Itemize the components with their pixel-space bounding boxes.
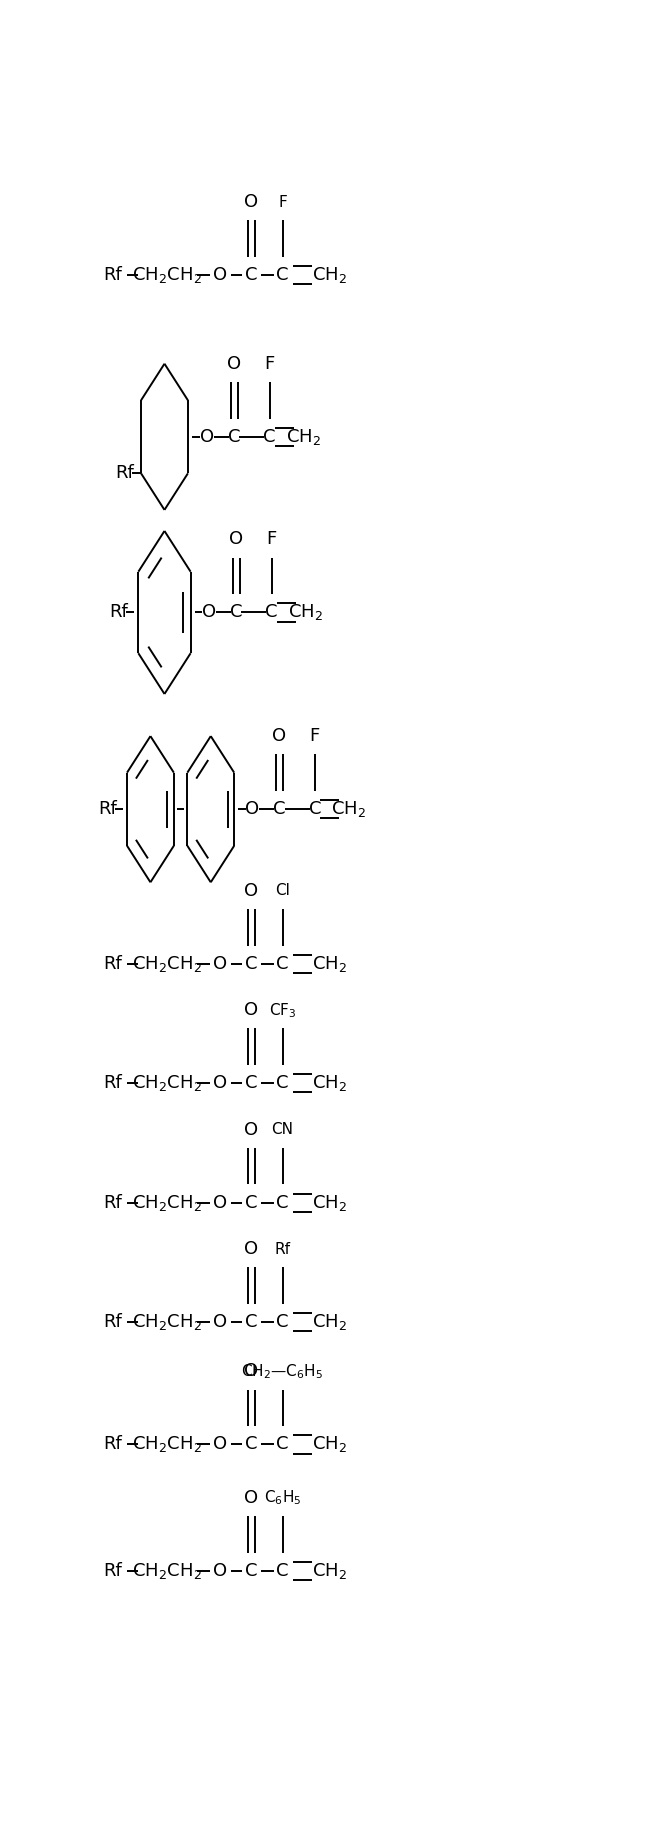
Text: O: O [244,881,258,900]
Text: O: O [244,1239,258,1257]
Text: C: C [276,1194,289,1212]
Text: O: O [213,1194,227,1212]
Text: Rf: Rf [115,464,134,482]
Text: O: O [244,1489,258,1507]
Text: Cl: Cl [275,883,290,898]
Text: C: C [276,1562,289,1580]
Text: Rf: Rf [109,604,128,622]
Text: C: C [228,427,240,445]
Text: CH$_2$: CH$_2$ [312,1434,347,1455]
Text: CH$_2$: CH$_2$ [312,1312,347,1332]
Text: CH$_2$CH$_2$: CH$_2$CH$_2$ [132,1434,202,1455]
Text: CH$_2$CH$_2$: CH$_2$CH$_2$ [132,1194,202,1212]
Text: O: O [213,1562,227,1580]
Text: Rf: Rf [103,1314,122,1330]
Text: Rf: Rf [103,1194,122,1212]
Text: O: O [213,1075,227,1091]
Text: F: F [266,531,276,548]
Text: C: C [230,604,242,622]
Text: C: C [245,1194,258,1212]
Text: F: F [309,726,320,745]
Text: CH$_2$CH$_2$: CH$_2$CH$_2$ [132,954,202,975]
Text: CH$_2$: CH$_2$ [286,427,321,447]
Text: C: C [245,954,258,973]
Text: Rf: Rf [103,266,122,285]
Text: Rf: Rf [274,1241,291,1257]
Text: Rf: Rf [103,1436,122,1453]
Text: C: C [273,799,286,818]
Text: C: C [245,1314,258,1330]
Text: O: O [244,1361,258,1380]
Text: O: O [244,1002,258,1018]
Text: CH$_2$CH$_2$: CH$_2$CH$_2$ [132,265,202,285]
Text: O: O [202,604,216,622]
Text: CH$_2$: CH$_2$ [331,799,366,819]
Text: O: O [213,1314,227,1330]
Text: C$_6$H$_5$: C$_6$H$_5$ [264,1489,301,1507]
Text: C: C [276,1436,289,1453]
Text: CH$_2$CH$_2$: CH$_2$CH$_2$ [132,1312,202,1332]
Text: C: C [245,266,258,285]
Text: F: F [264,354,274,372]
Text: Rf: Rf [103,1562,122,1580]
Text: C: C [265,604,278,622]
Text: CH$_2$CH$_2$: CH$_2$CH$_2$ [132,1560,202,1580]
Text: CH$_2$: CH$_2$ [312,954,347,975]
Text: Rf: Rf [103,1075,122,1091]
Text: CH$_2$: CH$_2$ [312,1194,347,1212]
Text: F: F [278,195,287,210]
Text: CH$_2$—C$_6$H$_5$: CH$_2$—C$_6$H$_5$ [242,1361,323,1382]
Text: O: O [244,193,258,212]
Text: C: C [245,1436,258,1453]
Text: CH$_2$: CH$_2$ [288,602,323,622]
Text: C: C [276,954,289,973]
Text: C: C [276,266,289,285]
Text: O: O [200,427,214,445]
Text: CH$_2$: CH$_2$ [312,1560,347,1580]
Text: Rf: Rf [99,799,117,818]
Text: CH$_2$: CH$_2$ [312,265,347,285]
Text: Rf: Rf [103,954,122,973]
Text: C: C [276,1075,289,1091]
Text: C: C [245,1075,258,1091]
Text: CN: CN [272,1122,293,1137]
Text: CH$_2$CH$_2$: CH$_2$CH$_2$ [132,1073,202,1093]
Text: O: O [213,266,227,285]
Text: O: O [213,954,227,973]
Text: O: O [244,1121,258,1139]
Text: O: O [229,531,244,548]
Text: C: C [309,799,321,818]
Text: C: C [276,1314,289,1330]
Text: CF$_3$: CF$_3$ [269,1000,297,1020]
Text: O: O [213,1436,227,1453]
Text: O: O [272,726,287,745]
Text: C: C [263,427,276,445]
Text: O: O [227,354,242,372]
Text: CH$_2$: CH$_2$ [312,1073,347,1093]
Text: O: O [246,799,260,818]
Text: C: C [245,1562,258,1580]
